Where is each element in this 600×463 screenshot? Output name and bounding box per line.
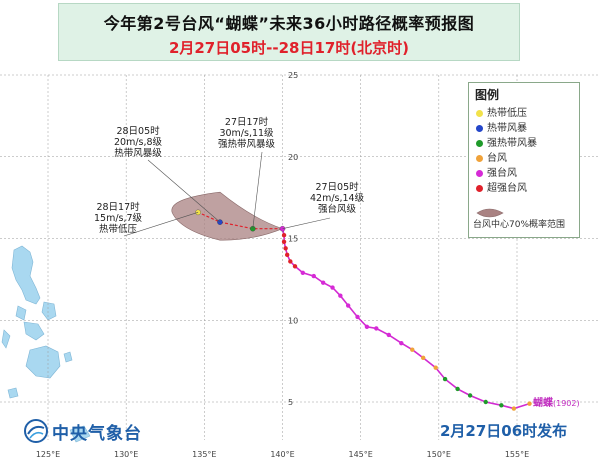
track-point <box>455 386 460 392</box>
callout-leader <box>252 151 263 229</box>
legend-item: 热带风暴 <box>469 121 579 136</box>
palawan-island <box>1 329 11 349</box>
callout-leader <box>123 212 199 237</box>
track-point <box>292 264 298 269</box>
track-point <box>421 355 426 361</box>
track-point <box>499 403 504 408</box>
lon-tick-label: 150°E <box>427 450 451 459</box>
legend-item: 强热带风暴 <box>469 136 579 151</box>
legend-item: 台风 <box>469 151 579 166</box>
lon-tick-label: 140°E <box>270 450 294 459</box>
track-point <box>284 252 290 258</box>
track-point <box>410 347 415 352</box>
lat-tick-label: 5 <box>288 398 293 407</box>
track-point <box>355 314 360 320</box>
axis-ticks: 125°E 130°E 135°E 140°E 145°E 150°E 155°E 5 10 15… <box>36 71 529 459</box>
legend-items: 热带低压热带风暴强热带风暴台风强台风超强台风 <box>469 106 579 196</box>
luzon-island <box>11 245 41 305</box>
forecast-callout-28d05: 28日05时 20m/s,8级 热带风暴级 <box>114 126 163 159</box>
legend: 图例 热带低压热带风暴强热带风暴台风强台风超强台风 台风中心70%概率范围 <box>468 82 580 238</box>
probability-area <box>171 191 284 241</box>
lat-tick-label: 10 <box>288 316 298 325</box>
title-box: 今年第2号台风“蝴蝶”未来36小时路径概率预报图 2月27日05时--28日17… <box>58 3 520 61</box>
legend-item-label: 热带低压 <box>487 108 527 119</box>
lat-tick-label: 20 <box>288 153 298 162</box>
map-subtitle: 2月27日05时--28日17时(北京时) <box>168 39 410 57</box>
lon-tick-label: 135°E <box>192 450 216 459</box>
org-name: 中央气象台 <box>52 424 142 444</box>
past-track-line <box>281 228 530 410</box>
track-point <box>511 406 517 411</box>
track-point <box>374 326 379 331</box>
track-point <box>288 259 293 264</box>
callout-leaders <box>123 151 331 237</box>
forecast-track-line <box>197 211 283 230</box>
legend-item: 热带低压 <box>469 106 579 121</box>
lon-tick-label: 125°E <box>36 450 60 459</box>
legend-dot-icon <box>476 155 483 162</box>
legend-item-label: 强台风 <box>487 168 517 179</box>
legend-title: 图例 <box>475 88 500 102</box>
visayas-islands <box>23 321 45 341</box>
lat-tick-label: 15 <box>288 235 298 244</box>
legend-item: 强台风 <box>469 166 579 181</box>
small-islands-1 <box>63 351 73 363</box>
legend-dot-icon <box>476 140 483 147</box>
cma-logo-icon <box>24 419 48 443</box>
track-point <box>467 393 473 398</box>
track-point <box>311 273 316 279</box>
legend-item-label: 热带风暴 <box>487 123 527 134</box>
callout-leader <box>147 159 221 223</box>
map-title: 今年第2号台风“蝴蝶”未来36小时路径概率预报图 <box>103 14 475 33</box>
track-point <box>300 270 306 276</box>
track-point <box>281 233 287 238</box>
storm-track <box>195 209 532 411</box>
legend-dot-icon <box>476 170 483 177</box>
track-point <box>281 239 287 244</box>
track-point <box>433 365 438 370</box>
track-point <box>283 246 288 251</box>
graticule <box>0 74 600 440</box>
legend-item-label: 台风 <box>487 153 507 164</box>
track-point <box>399 340 404 346</box>
legend-dot-icon <box>476 125 483 132</box>
prob-area-icon <box>476 208 504 218</box>
lat-tick-label: 25 <box>288 71 298 80</box>
legend-prob-label: 台风中心70%概率范围 <box>473 220 566 230</box>
track-point <box>320 280 326 285</box>
track-point <box>527 401 532 406</box>
legend-item-label: 强热带风暴 <box>487 138 537 149</box>
land-layer <box>1 245 91 443</box>
mindoro-island <box>15 305 27 321</box>
mindanao-island <box>25 345 61 379</box>
track-point <box>330 285 335 290</box>
lon-tick-label: 145°E <box>349 450 373 459</box>
track-point <box>483 399 488 405</box>
legend-item-label: 超强台风 <box>487 183 527 194</box>
forecast-callout-27d05: 27日05时 42m/s,14级 强台风级 <box>310 182 365 215</box>
track-point <box>442 376 448 382</box>
small-islands-3 <box>69 425 91 443</box>
legend-dot-icon <box>476 110 483 117</box>
issue-time: 2月27日06时发布 <box>440 422 568 440</box>
forecast-callout-28d17: 28日17时 15m/s,7级 热带低压 <box>94 202 143 235</box>
samar-island <box>41 301 57 321</box>
callout-leader <box>282 217 331 229</box>
legend-prob-area: 台风中心70%概率范围 <box>469 205 579 233</box>
legend-item: 超强台风 <box>469 181 579 196</box>
lon-tick-label: 130°E <box>114 450 138 459</box>
lon-tick-label: 155°E <box>505 450 529 459</box>
track-point <box>386 332 392 338</box>
forecast-callout-27d17: 27日17时 30m/s,11级 强热带风暴级 <box>218 117 276 150</box>
small-islands-2 <box>7 387 19 399</box>
prob-cone <box>171 191 284 241</box>
storm-label: 蝴蝶(1902) <box>533 398 580 409</box>
track-point <box>364 324 370 329</box>
track-point <box>345 303 351 308</box>
legend-dot-icon <box>476 185 483 192</box>
track-point <box>338 293 343 298</box>
